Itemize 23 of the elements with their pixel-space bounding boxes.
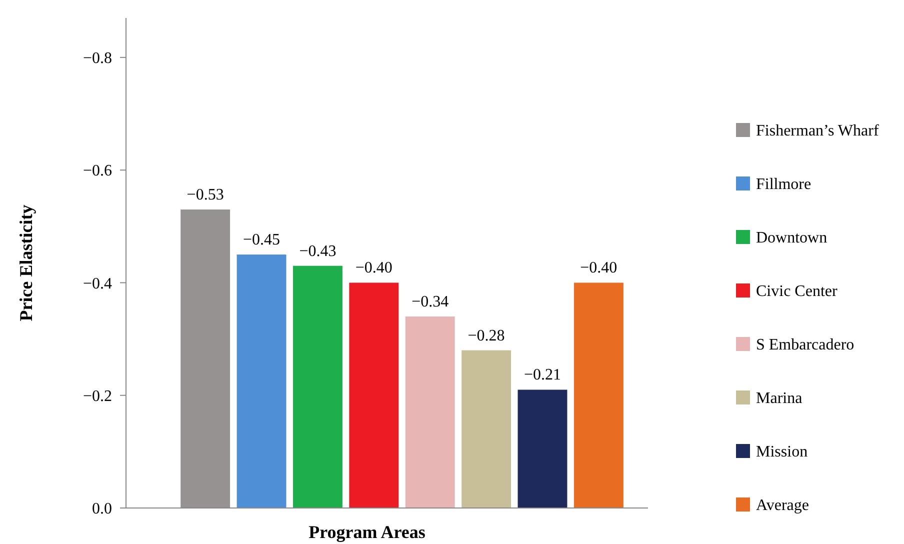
- legend-label: Civic Center: [756, 283, 838, 300]
- y-tick-label: −0.2: [82, 388, 112, 405]
- legend-label: Marina: [756, 390, 802, 408]
- y-axis-title: Price Elasticity: [16, 204, 36, 322]
- data-label: −0.45: [243, 232, 280, 249]
- data-label: −0.34: [412, 294, 449, 311]
- data-label: −0.53: [186, 186, 224, 204]
- legend-label: Average: [756, 497, 809, 514]
- data-label: −0.43: [299, 242, 336, 260]
- legend-label: Downtown: [756, 230, 828, 247]
- data-label: −0.21: [524, 366, 561, 384]
- x-axis-title: Program Areas: [308, 522, 426, 542]
- data-label: −0.40: [355, 260, 392, 277]
- legend-label: S Embarcadero: [756, 336, 854, 354]
- data-label: −0.40: [580, 260, 618, 277]
- y-tick-label: −0.4: [82, 275, 112, 292]
- data-label: −0.28: [468, 327, 505, 344]
- y-tick-label: −0.6: [82, 162, 112, 180]
- legend-label: Fisherman’s Wharf: [756, 122, 880, 140]
- legend-label: Mission: [756, 444, 808, 461]
- legend-label: Fillmore: [756, 176, 812, 194]
- y-tick-label: −0.8: [82, 50, 112, 68]
- y-tick-label: 0.0: [92, 500, 112, 518]
